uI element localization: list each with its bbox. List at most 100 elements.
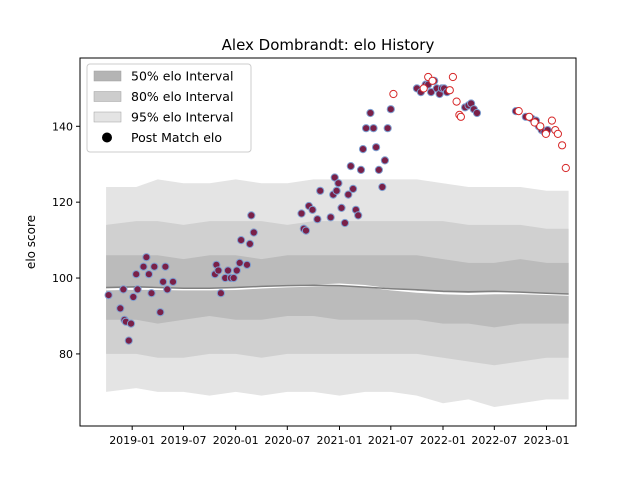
post-match-point xyxy=(161,262,170,271)
trend-lines xyxy=(106,283,569,296)
post-match-point-open xyxy=(561,163,570,173)
x-tick-label: 2022-07 xyxy=(471,434,517,447)
post-match-point xyxy=(168,277,178,286)
y-axis-label: elo score xyxy=(24,215,38,269)
post-match-point xyxy=(326,213,335,222)
post-match-point xyxy=(237,236,246,245)
post-match-point xyxy=(116,304,125,313)
post-match-point xyxy=(346,162,355,171)
post-match-point xyxy=(216,289,225,298)
post-match-point xyxy=(344,190,353,199)
x-axis: 2019-01 2019-07 2020-01 2020-07 2021-01 2021-… xyxy=(109,426,569,447)
legend-marker xyxy=(102,132,112,143)
post-match-point xyxy=(163,285,172,294)
post-match-point xyxy=(235,258,244,267)
post-match-point xyxy=(349,184,358,193)
post-match-point xyxy=(383,124,392,133)
chart-title: Alex Dombrandt: elo History xyxy=(222,36,435,54)
post-match-point xyxy=(129,292,138,302)
legend-swatch xyxy=(93,70,122,82)
post-match-point xyxy=(223,266,233,275)
legend-swatch xyxy=(93,111,122,123)
post-match-point-open xyxy=(536,122,545,131)
y-tick-label: 80 xyxy=(59,348,73,361)
post-match-point xyxy=(232,266,241,275)
post-match-point xyxy=(242,260,252,269)
post-match-point xyxy=(332,186,341,195)
post-match-point xyxy=(334,179,343,188)
post-match-point xyxy=(316,186,325,195)
post-match-point xyxy=(119,285,128,294)
y-axis: 80 100 120 140 xyxy=(52,120,80,361)
post-match-point-open xyxy=(558,141,567,150)
post-match-point xyxy=(249,228,258,237)
post-match-point xyxy=(374,165,383,174)
post-match-point-open xyxy=(428,76,437,85)
post-match-point xyxy=(313,215,322,224)
post-match-point-open xyxy=(389,89,398,99)
post-match-point-open xyxy=(530,118,539,127)
post-match-point xyxy=(133,285,142,294)
post-match-point xyxy=(308,205,317,214)
post-match-point xyxy=(297,209,306,218)
post-match-point xyxy=(214,266,223,275)
post-match-point xyxy=(427,88,436,97)
post-match-point xyxy=(369,124,378,133)
post-match-point-open xyxy=(419,84,428,93)
post-match-point xyxy=(126,319,136,328)
legend-label: Post Match elo xyxy=(131,130,222,145)
post-match-point xyxy=(358,145,368,154)
post-match-point xyxy=(362,124,371,133)
post-match-point xyxy=(247,211,256,220)
post-match-point-open xyxy=(452,97,461,106)
legend: 50% elo Interval 80% elo Interval 95% elo … xyxy=(86,63,252,153)
post-match-point xyxy=(132,270,141,279)
post-match-point xyxy=(380,156,389,165)
y-tick-label: 120 xyxy=(52,196,73,209)
post-match-point xyxy=(144,270,153,279)
x-tick-label: 2020-01 xyxy=(213,434,259,447)
post-match-point xyxy=(472,108,482,118)
x-tick-label: 2019-07 xyxy=(161,434,207,447)
post-match-point xyxy=(378,182,387,192)
post-match-point xyxy=(104,291,113,300)
post-match-point-open xyxy=(553,129,563,138)
post-match-point xyxy=(142,253,151,262)
post-match-point-open xyxy=(448,72,457,82)
post-match-point-open xyxy=(445,86,454,95)
post-match-point xyxy=(386,105,395,114)
post-match-point xyxy=(337,203,346,212)
post-match-point xyxy=(372,143,381,152)
plot-frame xyxy=(79,57,577,427)
x-tick-label: 2019-01 xyxy=(109,434,155,447)
post-match-point xyxy=(301,226,311,235)
post-match-point xyxy=(159,277,168,286)
post-match-point xyxy=(356,165,366,174)
median-elo-line xyxy=(106,284,569,295)
post-match-point-open xyxy=(525,112,534,121)
post-match-point-open xyxy=(514,107,523,116)
mean-elo-line xyxy=(106,283,569,296)
x-tick-label: 2021-07 xyxy=(368,434,414,447)
legend-box xyxy=(86,63,252,153)
post-match-point xyxy=(354,211,363,220)
interval-bands xyxy=(106,179,569,407)
x-tick-label: 2021-01 xyxy=(317,434,363,447)
legend-label: 50% elo Interval xyxy=(131,69,233,84)
y-tick-label: 100 xyxy=(52,272,73,285)
x-tick-label: 2022-01 xyxy=(420,434,466,447)
x-tick-label: 2023-01 xyxy=(524,434,570,447)
post-match-point xyxy=(229,273,238,283)
band-50-interval xyxy=(106,255,569,328)
y-tick-label: 140 xyxy=(52,120,73,133)
post-match-point xyxy=(366,108,375,118)
post-match-point xyxy=(139,262,148,271)
post-match-point xyxy=(150,262,159,271)
post-match-point xyxy=(124,336,133,345)
post-match-point xyxy=(245,239,254,248)
post-match-point xyxy=(340,218,349,228)
elo-points xyxy=(104,72,570,345)
legend-label: 80% elo Interval xyxy=(131,89,233,104)
